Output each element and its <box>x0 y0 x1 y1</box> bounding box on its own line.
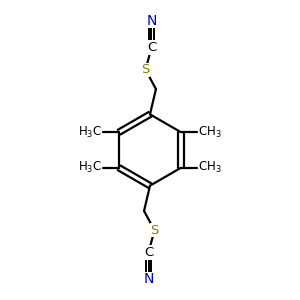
Text: H$_3$C: H$_3$C <box>78 124 102 140</box>
Text: CH$_3$: CH$_3$ <box>198 160 221 176</box>
Text: S: S <box>141 63 150 76</box>
Text: CH$_3$: CH$_3$ <box>198 124 221 140</box>
Text: N: N <box>146 14 157 28</box>
Text: S: S <box>150 224 159 237</box>
Text: N: N <box>143 272 154 286</box>
Text: H$_3$C: H$_3$C <box>78 160 102 176</box>
Text: C: C <box>147 41 156 54</box>
Text: C: C <box>144 246 153 259</box>
